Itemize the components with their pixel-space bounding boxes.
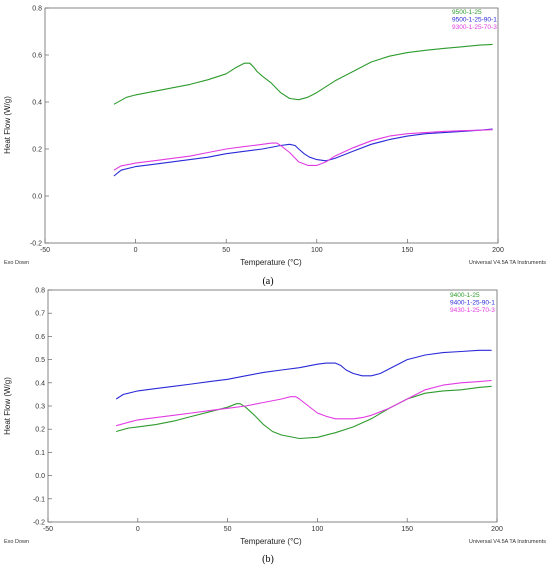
series-line-9300-1-25-70-3 — [113, 129, 493, 171]
y-tick-label: -0.1 — [33, 496, 45, 503]
y-tick-label: -0.2 — [30, 241, 42, 248]
y-axis-label: Heat Flow (W/g) — [3, 377, 12, 435]
y-tick-label: 0.7 — [35, 311, 45, 318]
plot-area-border — [47, 289, 498, 523]
x-tick-label: 150 — [401, 526, 413, 533]
y-tick-label: 0.4 — [35, 380, 45, 387]
caption-b: (b) — [262, 554, 274, 565]
legend-entry: 9400-1-25 — [450, 292, 480, 299]
x-axis-label: Temperature (°C) — [240, 537, 302, 546]
series-lines — [115, 349, 492, 440]
axis-ticks: -50 0 50 100 150 200 -0.2 0.0 0.2 0.4 0.6 0.8 — [30, 6, 504, 255]
plot-area-border — [44, 7, 499, 244]
x-tick-label: 100 — [311, 247, 323, 254]
x-tick-label: -50 — [43, 526, 53, 533]
caption-a: (a) — [262, 276, 273, 287]
y-tick-label: 0.6 — [35, 334, 45, 341]
y-axis-label: Heat Flow (W/g) — [3, 96, 12, 154]
y-tick-label: 0.6 — [32, 53, 42, 60]
x-tick-label: 50 — [222, 247, 230, 254]
y-tick-label: 0.4 — [32, 100, 42, 107]
y-tick-label: 0.8 — [35, 288, 45, 295]
x-tick-label: 100 — [312, 526, 324, 533]
chart-panel-a: -50 0 50 100 150 200 -0.2 0.0 0.2 0.4 0.6 0.8 9500-… — [3, 6, 546, 288]
series-line-9500-1-25 — [113, 43, 493, 105]
series-line-9400-1-25 — [116, 385, 492, 440]
legend-entry: 9500-1-25-90-1 — [452, 17, 497, 24]
legend-entry: 9500-1-25 — [452, 9, 482, 16]
instrument-label: Universal V4.5A TA Instruments — [469, 260, 546, 266]
x-tick-label: 50 — [224, 526, 232, 533]
axis-ticks: -50 0 50 100 150 200 -0.2 -0.1 0.0 0.1 0.2 0.3 0.4 0.… — [33, 288, 503, 534]
chart-panel-b: -50 0 50 100 150 200 -0.2 -0.1 0.0 0.1 0.2 0.3 0.4 0.… — [3, 288, 546, 566]
y-tick-label: 0.2 — [35, 427, 45, 434]
y-tick-label: 0.2 — [32, 147, 42, 154]
legend-entry: 9300-1-25-70-3 — [452, 24, 497, 31]
series-line-9430-1-25-70-3 — [116, 379, 492, 427]
exo-down-label: Exo Down — [4, 539, 29, 545]
series-line-9400-1-25-90-1 — [115, 349, 492, 400]
y-tick-label: 0.0 — [35, 473, 45, 480]
exo-down-label: Exo Down — [4, 260, 29, 266]
x-axis-label: Temperature (°C) — [240, 258, 302, 267]
x-tick-label: 0 — [134, 247, 138, 254]
x-tick-label: 200 — [492, 247, 504, 254]
x-tick-label: 200 — [491, 526, 503, 533]
y-tick-label: -0.2 — [33, 520, 45, 527]
y-tick-label: 0.0 — [32, 194, 42, 201]
y-tick-label: 0.8 — [32, 6, 42, 13]
legend-entry: 9430-1-25-70-3 — [450, 307, 495, 314]
instrument-label: Universal V4.5A TA Instruments — [469, 539, 546, 545]
x-tick-label: -50 — [40, 247, 50, 254]
y-tick-label: 0.1 — [35, 450, 45, 457]
y-tick-label: 0.5 — [35, 357, 45, 364]
series-line-9500-1-25-90-1 — [113, 128, 493, 177]
x-tick-label: 0 — [136, 526, 140, 533]
y-tick-label: 0.3 — [35, 404, 45, 411]
x-tick-label: 150 — [402, 247, 414, 254]
legend-entry: 9400-1-25-90-1 — [450, 300, 495, 307]
series-lines — [113, 43, 493, 177]
